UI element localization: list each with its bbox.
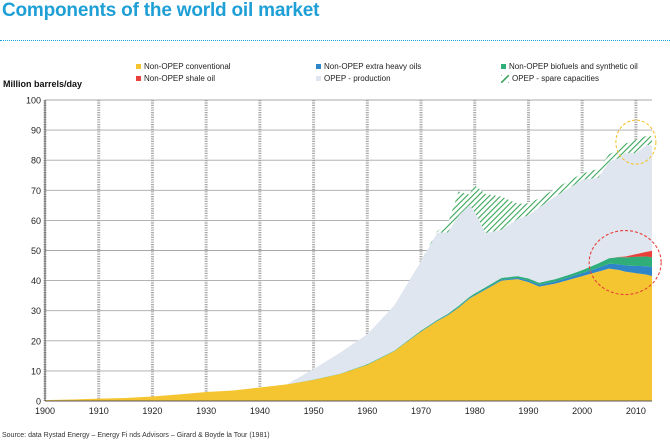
- axes: 0 10 20 30 40 50 60 70 80 90 100 1900 1910 1920 1930 19…: [26, 96, 652, 416]
- legend-label: Non-OPEP extra heavy oils: [324, 62, 422, 71]
- legend-label: Non-OPEP conventional: [144, 62, 231, 71]
- x-tick-label: 1940: [250, 406, 270, 416]
- x-tick-label: 2000: [572, 406, 592, 416]
- legend-label: OPEP - production: [324, 74, 391, 83]
- y-tick-label: 100: [26, 96, 41, 106]
- legend-label: Non-OPEP shale oil: [144, 74, 215, 83]
- highlight-annotations: [588, 119, 662, 296]
- chart-legend: Non-OPEP conventional Non-OPEP extra hea…: [136, 62, 656, 83]
- source-note: Source: data Rystad Energy – Energy Fi n…: [2, 432, 270, 439]
- y-tick-label: 70: [31, 186, 41, 196]
- x-tick-label: 1960: [357, 406, 377, 416]
- legend-item-opep-spare: OPEP - spare capacities: [501, 74, 661, 83]
- legend-swatch-opep-spare: [501, 74, 509, 83]
- legend-item-shale-oil: Non-OPEP shale oil: [136, 74, 316, 83]
- x-tick-label: 1990: [518, 406, 538, 416]
- area-non-opep-conventional: [45, 268, 652, 401]
- stacked-areas: [45, 135, 652, 401]
- title-divider: [0, 40, 670, 41]
- highlight-ellipse: [588, 229, 662, 296]
- x-tick-label: 1910: [89, 406, 109, 416]
- x-tick-label: 1950: [304, 406, 324, 416]
- y-tick-label: 30: [31, 306, 41, 316]
- legend-item-biofuels: Non-OPEP biofuels and synthetic oil: [501, 62, 661, 71]
- y-tick-label: 60: [31, 216, 41, 226]
- y-tick-label: 20: [31, 336, 41, 346]
- area-opep-spare-capacities: [45, 135, 652, 401]
- highlight-ellipse: [615, 119, 657, 165]
- legend-item-non-opep-conventional: Non-OPEP conventional: [136, 62, 316, 71]
- legend-swatch-conventional: [136, 64, 141, 69]
- x-tick-label: 1900: [35, 406, 55, 416]
- y-tick-label: 50: [31, 246, 41, 256]
- x-tick-label: 1970: [411, 406, 431, 416]
- y-tick-label: 80: [31, 156, 41, 166]
- legend-swatch-extra-heavy: [316, 64, 321, 69]
- chart-title: Components of the world oil market: [2, 0, 320, 21]
- x-tick-label: 2010: [626, 406, 646, 416]
- y-tick-label: 10: [31, 366, 41, 376]
- area-opep-production: [45, 144, 652, 401]
- x-tick-label: 1920: [142, 406, 162, 416]
- y-axis-label: Million barrels/day: [3, 79, 83, 89]
- legend-swatch-opep-production: [316, 76, 321, 81]
- x-tick-label: 1930: [196, 406, 216, 416]
- legend-item-opep-production: OPEP - production: [316, 74, 501, 83]
- y-tick-label: 90: [31, 126, 41, 136]
- y-tick-label: 40: [31, 276, 41, 286]
- legend-swatch-shale: [136, 76, 141, 81]
- legend-item-extra-heavy-oils: Non-OPEP extra heavy oils: [316, 62, 501, 71]
- y-tick-label: 0: [36, 397, 41, 407]
- legend-label: Non-OPEP biofuels and synthetic oil: [509, 62, 638, 71]
- legend-swatch-biofuels: [501, 64, 506, 69]
- legend-label: OPEP - spare capacities: [512, 74, 600, 83]
- x-tick-label: 1980: [465, 406, 485, 416]
